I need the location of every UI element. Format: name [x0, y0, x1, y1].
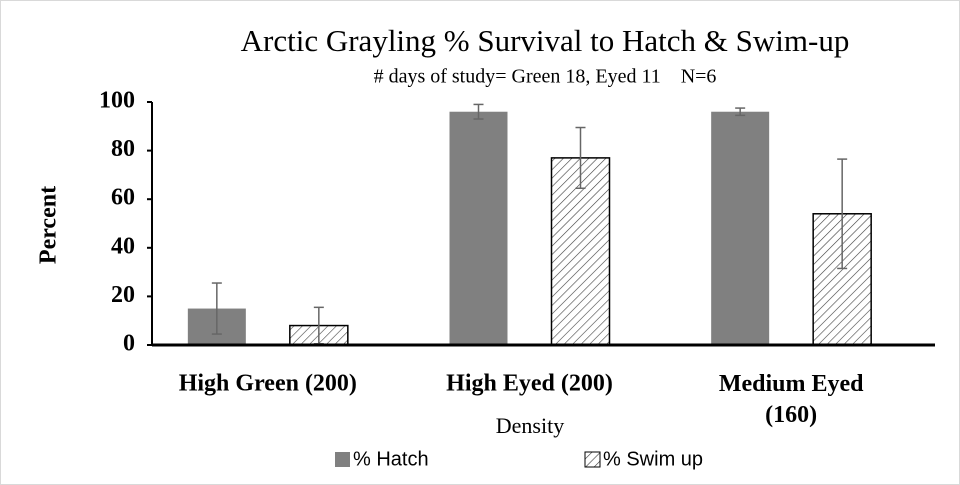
bar [449, 111, 508, 345]
y-tick-label: 100 [99, 88, 135, 114]
error-bar [211, 282, 222, 335]
chart-title: Arctic Grayling % Survival to Hatch & Sw… [241, 23, 850, 58]
error-bar [735, 107, 746, 117]
y-tick-label: 40 [111, 233, 135, 259]
legend-swatch [584, 451, 601, 468]
x-tick-label: High Green (200) [179, 371, 357, 397]
y-tick-label: 0 [123, 331, 135, 357]
y-tick-label: 20 [111, 282, 135, 308]
legend-label: % Hatch [353, 448, 429, 470]
legend-label: % Swim up [603, 448, 703, 470]
error-bar [473, 103, 484, 120]
chart-subtitle: # days of study= Green 18, Eyed 11 N=6 [374, 66, 717, 88]
y-tick-label: 60 [111, 185, 135, 211]
legend-swatch [335, 452, 350, 467]
y-tick-label: 80 [111, 136, 135, 162]
error-bar [575, 126, 586, 190]
x-tick-label: High Eyed (200) [446, 371, 613, 397]
y-axis-label: Percent [36, 186, 62, 264]
bar [711, 111, 770, 345]
x-axis-label: Density [496, 413, 564, 438]
x-tick-label: Medium Eyed (160) [719, 371, 864, 428]
error-bar [837, 158, 848, 270]
